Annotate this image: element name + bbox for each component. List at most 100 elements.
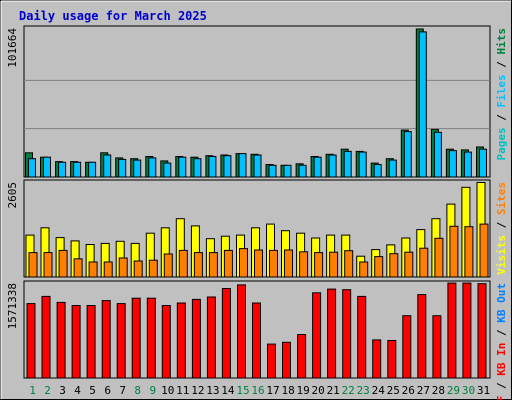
x-tick-label-day-12: 12 xyxy=(191,384,204,397)
bar-hits-files-day-24 xyxy=(373,164,382,178)
legend-files: Files xyxy=(495,74,508,107)
x-tick-label-day-1: 1 xyxy=(29,384,36,397)
bar-hits-files-day-9 xyxy=(148,157,157,178)
bar-visits-sites-day-15 xyxy=(239,248,248,278)
bar-kbytes-kbin-day-26 xyxy=(402,315,412,379)
bar-visits-sites-day-17 xyxy=(269,249,278,278)
x-tick-label-day-21: 21 xyxy=(327,384,340,397)
panel-visits-legend: Visits / Sites xyxy=(495,182,508,275)
bar-kbytes-kbin-day-15 xyxy=(237,284,246,379)
panel-kbytes-legend: KB F / KB In / KB Out xyxy=(495,283,508,400)
bar-hits-files-day-3 xyxy=(58,161,67,178)
bar-kbytes-kbin-day-2 xyxy=(41,295,51,379)
x-tick-label-day-4: 4 xyxy=(74,384,81,397)
x-tick-label-day-13: 13 xyxy=(206,384,219,397)
panel-visits-max-label: 2605 xyxy=(6,182,19,209)
x-tick-label-day-2: 2 xyxy=(44,384,51,397)
bar-kbytes-kbin-day-5 xyxy=(86,305,96,379)
bar-visits-sites-day-26 xyxy=(404,251,414,278)
panel-kbytes-max-label: 1571338 xyxy=(6,283,19,329)
legend-separator: / xyxy=(495,108,508,128)
x-tick-label-day-27: 27 xyxy=(417,384,430,397)
bar-visits-sites-day-28 xyxy=(434,237,444,278)
x-tick-label-day-23: 23 xyxy=(357,384,370,397)
bar-kbytes-kbin-day-11 xyxy=(176,302,186,379)
bar-kbytes-kbin-day-21 xyxy=(327,288,337,379)
bar-kbytes-kbin-day-3 xyxy=(56,301,66,379)
x-tick-label-day-28: 28 xyxy=(432,384,445,397)
bar-kbytes-kbin-day-23 xyxy=(357,295,367,379)
bar-hits-files-day-11 xyxy=(178,156,187,178)
bar-visits-sites-day-2 xyxy=(43,252,53,278)
bar-visits-sites-day-8 xyxy=(133,260,143,278)
bar-kbytes-kbin-day-20 xyxy=(312,292,322,379)
x-tick-label-day-11: 11 xyxy=(176,384,189,397)
legend-sites: Sites xyxy=(495,182,508,215)
x-tick-label-day-24: 24 xyxy=(372,384,386,397)
x-tick-label-day-10: 10 xyxy=(161,384,174,397)
bar-visits-sites-day-22 xyxy=(344,250,354,278)
bar-hits-files-day-31 xyxy=(479,148,487,178)
bar-hits-files-day-27 xyxy=(418,31,427,178)
x-tick-label-day-25: 25 xyxy=(387,384,400,397)
bar-visits-sites-day-27 xyxy=(419,247,429,278)
bar-kbytes-kbin-day-6 xyxy=(101,300,111,379)
legend-separator: / xyxy=(495,55,508,75)
bar-visits-sites-day-14 xyxy=(223,249,233,278)
bar-visits-sites-day-4 xyxy=(73,258,83,278)
x-tick-label-day-26: 26 xyxy=(402,384,415,397)
bar-hits-files-day-21 xyxy=(328,154,337,178)
x-tick-label-day-30: 30 xyxy=(462,384,475,397)
bar-visits-sites-day-16 xyxy=(254,249,263,278)
bar-visits-sites-day-19 xyxy=(299,251,309,278)
panel-hits-max-label: 101664 xyxy=(6,28,19,68)
x-tick-label-day-31: 31 xyxy=(477,384,490,397)
x-tick-label-day-19: 19 xyxy=(296,384,309,397)
x-tick-label-day-6: 6 xyxy=(104,384,111,397)
bar-kbytes-kbin-day-28 xyxy=(432,315,442,379)
bar-hits-files-day-17 xyxy=(268,164,277,178)
bar-hits-files-day-30 xyxy=(463,151,472,178)
x-tick-label-day-15: 15 xyxy=(236,384,249,397)
x-tick-label-day-9: 9 xyxy=(149,384,156,397)
bar-hits-files-day-8 xyxy=(133,159,142,178)
bar-hits-files-day-1 xyxy=(28,158,36,178)
bar-kbytes-kbin-day-22 xyxy=(342,289,352,379)
bar-kbytes-kbin-day-13 xyxy=(206,296,216,379)
panel-hits-legend: Pages / Files / Hits xyxy=(495,28,508,161)
bar-hits-files-day-25 xyxy=(388,159,397,178)
bar-kbytes-kbin-day-8 xyxy=(131,297,141,379)
bar-visits-sites-day-29 xyxy=(449,225,459,278)
bar-kbytes-kbin-day-1 xyxy=(26,303,36,379)
x-tick-label-day-22: 22 xyxy=(342,384,355,397)
bar-kbytes-kbin-day-25 xyxy=(387,340,397,379)
bar-visits-sites-day-10 xyxy=(163,253,173,278)
bar-hits-files-day-4 xyxy=(73,161,82,178)
legend-kbout: KB Out xyxy=(495,283,508,323)
bar-hits-files-day-22 xyxy=(343,150,352,178)
x-tick-label-day-5: 5 xyxy=(89,384,96,397)
bar-visits-sites-day-23 xyxy=(359,261,369,278)
bar-kbytes-kbin-day-17 xyxy=(267,343,276,379)
bar-hits-files-day-19 xyxy=(298,164,307,178)
x-tick-label-day-7: 7 xyxy=(119,384,126,397)
bar-visits-sites-day-31 xyxy=(479,223,489,278)
x-tick-label-day-18: 18 xyxy=(281,384,294,397)
bar-kbytes-kbin-day-29 xyxy=(447,282,457,379)
bar-visits-sites-day-24 xyxy=(374,256,384,278)
chart-panels: 101664 Pages / Files / Hits 2605 Visits / S… xyxy=(6,25,508,404)
bar-kbytes-kbin-day-31 xyxy=(477,283,487,379)
legend-separator: / xyxy=(495,215,508,235)
x-tick-label-day-20: 20 xyxy=(311,384,324,397)
bar-visits-sites-day-21 xyxy=(329,251,339,278)
bar-kbytes-kbin-day-9 xyxy=(146,297,156,379)
x-tick-label-day-3: 3 xyxy=(59,384,66,397)
panel-hits-plot-area xyxy=(23,25,491,178)
bar-kbytes-kbin-day-18 xyxy=(282,341,291,379)
bar-visits-sites-day-30 xyxy=(464,226,474,278)
legend-hits: Hits xyxy=(495,28,508,55)
bar-kbytes-kbin-day-16 xyxy=(252,302,261,379)
bar-visits-sites-day-3 xyxy=(58,249,68,278)
x-tick-label-day-17: 17 xyxy=(266,384,279,397)
